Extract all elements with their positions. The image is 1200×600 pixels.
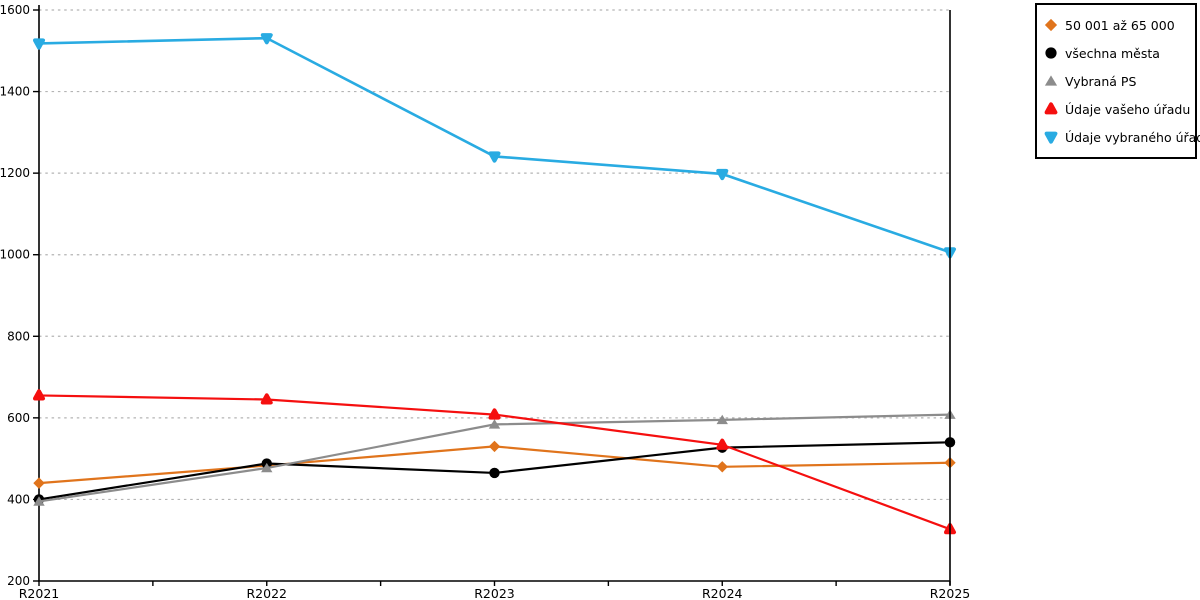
legend-label: 50 001 až 65 000 [1065,17,1175,33]
legend-label: Údaje vašeho úřadu [1065,101,1191,117]
black-circle-icon [1045,47,1057,59]
data-point-marker [33,477,45,489]
data-point-marker [33,38,45,50]
x-tick-label: R2021 [19,586,60,600]
legend-item-udaje-vybraneho-uradu[interactable]: Údaje vybraného úřadu [1043,126,1200,148]
y-tick-label: 800 [7,329,30,343]
data-point-marker [716,461,728,473]
series-2 [33,409,956,506]
y-tick-label: 600 [7,411,30,425]
data-point-marker [260,393,273,405]
data-point-marker [488,419,501,429]
legend-item-vybrana-ps[interactable]: Vybraná PS [1043,70,1191,92]
y-tick-label: 1000 [0,248,30,262]
y-tick-label: 200 [7,574,30,588]
data-point-marker [488,440,501,453]
data-point-marker [716,414,728,425]
legend-label: Vybraná PS [1065,73,1137,89]
data-point-marker [489,467,500,479]
data-point-marker [488,408,501,420]
x-tick-label: R2023 [474,586,515,600]
y-tick-label: 1600 [0,3,30,17]
x-tick-label: R2022 [247,586,288,600]
legend-label: Údaje vybraného úřadu [1065,129,1200,145]
x-tick-label: R2024 [702,586,743,600]
red-triangle-up-icon [1044,102,1058,115]
data-point-marker [33,496,45,506]
series-line [38,36,951,254]
y-tick-label: 1400 [0,85,30,99]
series-4 [33,33,956,259]
blue-triangle-down-icon [1044,131,1058,144]
y-tick-label: 400 [7,492,30,506]
data-point-marker [260,33,273,45]
legend-item-vsechna-mesta[interactable]: všechna města [1043,42,1191,64]
legend-item-50001-az-65000[interactable]: 50 001 až 65 000 [1043,14,1191,36]
x-tick-label: R2025 [930,586,971,600]
legend-item-udaje-vaseho-uradu[interactable]: Údaje vašeho úřadu [1043,98,1191,120]
series-3 [33,389,956,535]
data-point-marker [488,151,501,163]
data-point-marker [716,168,729,181]
chart-legend: 50 001 až 65 000 všechna města Vybraná P… [1035,3,1200,159]
axes: 200 400 600 800 1000 1200 1400 1600 R2021 R2022 R2… [0,3,970,600]
data-point-marker [33,389,45,401]
line-chart: 200 400 600 800 1000 1200 1400 1600 R2021 R2022 R2… [0,3,970,600]
gray-triangle-up-icon [1044,75,1058,86]
orange-diamond-icon [1044,18,1058,32]
y-tick-label: 1200 [0,166,30,180]
data-point-marker [261,462,273,473]
data-point-marker [716,438,729,450]
legend-label: všechna města [1065,45,1160,61]
